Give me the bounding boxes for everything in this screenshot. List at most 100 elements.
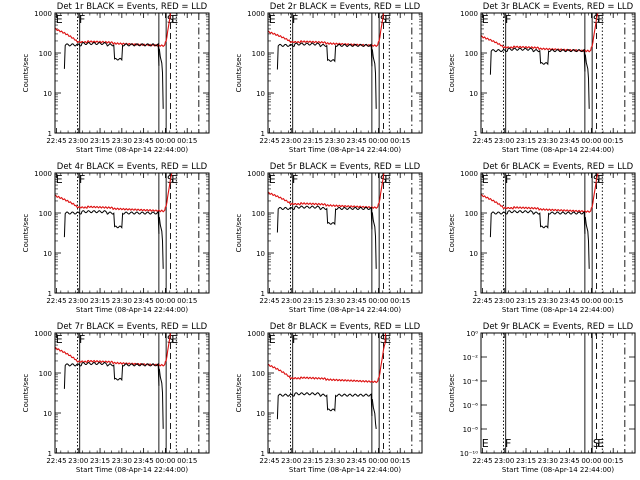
panel-det-4r: Det 4r BLACK = Events, RED = LLD 1 10 100 10… [22,162,210,314]
marker-letter-S: S [380,13,387,26]
y-axis-label: Counts/sec [22,54,30,93]
marker-letter-E: E [171,333,178,346]
y-tick-label: 1000 [247,10,265,18]
x-tick-label: 00:00 [368,457,388,465]
x-tick-label: 23:30 [112,297,132,305]
series-events-black [276,205,373,233]
x-tick-label: 23:15 [516,457,536,465]
x-tick-label: 23:45 [560,457,580,465]
y-tick-label: 1000 [460,170,478,178]
series-group [268,13,385,109]
x-tick-label: 00:15 [390,137,410,145]
y-axis-label: Counts/sec [235,374,243,413]
series-lld-red [268,13,385,48]
y-tick-label: 1 [48,130,52,138]
x-tick-label: 23:30 [112,457,132,465]
x-tick-label: 23:00 [494,297,514,305]
y-tick-label: 1 [48,290,52,298]
marker-letter-E: E [269,333,276,346]
series-group [55,333,172,429]
panel-det-1r: Det 1r BLACK = Events, RED = LLD 1 10 100 10… [22,2,210,154]
panel-title: Det 2r BLACK = Events, RED = LLD [270,2,421,12]
x-axis-label: Start Time (08-Apr-14 22:44:00) [502,306,614,314]
series-group [481,13,599,109]
series-events-black-tail [158,368,164,429]
x-tick-label: 23:00 [281,297,301,305]
y-tick-label: 10 [256,250,265,258]
x-tick-label: 23:45 [347,297,367,305]
x-tick-label: 23:15 [516,137,536,145]
marker-letter-E: E [384,173,391,186]
plot-frame [480,172,636,294]
series-events-black [489,210,586,238]
y-tick-label: 100 [252,370,265,378]
series-lld-red [268,333,387,384]
y-tick-label: 1 [261,130,265,138]
series-group [55,13,172,109]
x-tick-label: 22:45 [472,137,492,145]
x-axis-label: Start Time (08-Apr-14 22:44:00) [502,466,614,474]
x-axis-label: Start Time (08-Apr-14 22:44:00) [289,146,401,154]
x-axis-label: Start Time (08-Apr-14 22:44:00) [76,306,188,314]
y-axis-label: Counts/sec [235,214,243,253]
y-axis-label: Counts/sec [448,54,456,93]
series-events-black [276,42,373,70]
series-group [268,173,385,269]
panel-title: Det 9r BLACK = Events, RED = LLD [483,322,634,332]
y-tick-label: 10⁻⁶ [463,402,479,410]
y-axis-label: Counts/sec [448,374,456,413]
x-tick-label: 00:00 [581,137,601,145]
x-tick-label: 00:15 [177,297,197,305]
y-axis-label: Counts/sec [235,54,243,93]
series-events-black-tail [158,216,164,269]
plot-frame [267,172,423,294]
y-tick-label: 1000 [460,10,478,18]
marker-letter-F: F [79,333,85,346]
marker-letter-E: E [384,13,391,26]
x-tick-label: 23:00 [68,297,88,305]
panel-title: Det 1r BLACK = Events, RED = LLD [57,2,208,12]
y-tick-label: 1 [48,450,52,458]
x-tick-label: 00:00 [155,137,175,145]
plot-frame [267,332,423,454]
y-tick-label: 10⁰ [466,330,478,338]
x-tick-label: 00:00 [155,297,175,305]
marker-letter-F: F [505,173,511,186]
y-tick-label: 1000 [247,330,265,338]
panel-title: Det 7r BLACK = Events, RED = LLD [57,322,208,332]
marker-letter-E: E [56,333,63,346]
x-tick-label: 23:30 [325,457,345,465]
x-tick-label: 23:15 [303,457,323,465]
marker-letter-E: E [482,173,489,186]
marker-letter-S: S [593,437,600,450]
x-tick-label: 23:30 [538,457,558,465]
x-axis-label: Start Time (08-Apr-14 22:44:00) [289,306,401,314]
x-tick-label: 23:00 [494,137,514,145]
series-events-black-tail [584,216,590,269]
x-tick-label: 22:45 [472,457,492,465]
series-events-black-tail [158,48,164,109]
y-tick-label: 10 [256,410,265,418]
time-markers [77,173,200,293]
x-tick-label: 22:45 [472,297,492,305]
time-markers [503,173,626,293]
y-tick-label: 1 [474,130,478,138]
series-events-black [63,41,160,69]
x-axis-label: Start Time (08-Apr-14 22:44:00) [289,466,401,474]
y-tick-label: 100 [465,50,478,58]
y-tick-label: 10 [43,410,52,418]
time-markers [503,333,626,453]
panel-det-7r: Det 7r BLACK = Events, RED = LLD 1 10 100 10… [22,322,210,474]
x-tick-label: 22:45 [259,137,279,145]
x-tick-label: 00:15 [603,457,623,465]
x-tick-label: 23:30 [325,297,345,305]
x-tick-label: 23:30 [538,137,558,145]
y-axis-label: Counts/sec [448,214,456,253]
x-tick-label: 23:15 [303,297,323,305]
y-tick-label: 100 [39,50,52,58]
x-tick-label: 23:00 [281,137,301,145]
y-tick-label: 1000 [247,170,265,178]
marker-letter-E: E [269,13,276,26]
plot-frame [480,12,636,134]
time-markers [77,13,200,133]
